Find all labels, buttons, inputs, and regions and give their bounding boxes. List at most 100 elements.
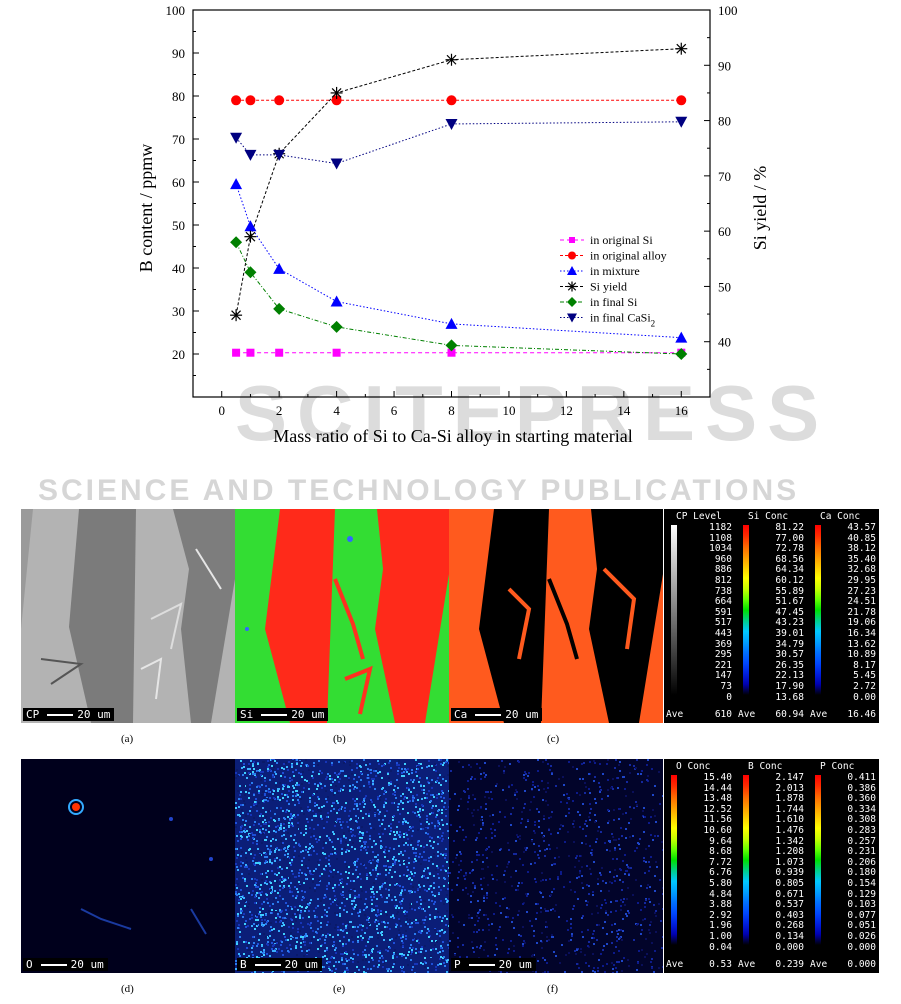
scale-value: 0.283 (847, 825, 876, 836)
scale-value: 14.44 (703, 782, 732, 794)
scale-column: CP Level 1182 1108 1034 960 886 812 738 664 591 51… (664, 509, 736, 723)
scale-bar-icon (261, 714, 288, 716)
y2-tick-label: 100 (718, 3, 738, 18)
scale-average: Ave 0.239 (738, 959, 804, 970)
map-panel-o: O 20 um (21, 759, 235, 973)
scale-column: Ca Conc 43.57 40.85 38.12 35.40 32.68 29.95 27.… (808, 509, 880, 723)
scale-bar-icon (475, 714, 502, 716)
series-markers (230, 42, 688, 360)
y2-tick-label: 60 (718, 224, 731, 239)
y-tick-label: 30 (172, 304, 185, 319)
y2-tick-label: 70 (718, 169, 731, 184)
scale-value: 0.257 (847, 835, 876, 847)
data-point (330, 295, 343, 307)
scale-value: 1.744 (775, 803, 804, 815)
scale-value: 0.000 (775, 941, 804, 953)
scale-value: 2.147 (775, 772, 804, 783)
data-point (230, 178, 243, 190)
data-point (675, 348, 688, 360)
data-point (569, 237, 575, 243)
map-panel-p: P 20 um (449, 759, 663, 973)
legend-entry: in original alloy (590, 249, 667, 263)
scale-value: 0.308 (847, 814, 876, 826)
scale-value: 51.67 (775, 596, 804, 608)
scale-value: 29.95 (847, 575, 876, 586)
caption-a: (a) (121, 733, 134, 745)
scale-value: 8.68 (709, 846, 732, 858)
scale-value: 0.00 (853, 691, 876, 703)
scale-value: 0.134 (775, 931, 804, 942)
scale-value: 13.68 (775, 691, 804, 703)
scale-value: 0.268 (775, 920, 804, 932)
scale-average: Ave 610 (666, 709, 732, 720)
scale-value: 0.360 (847, 793, 876, 805)
scale-value: 1182 (709, 522, 732, 533)
data-point (330, 320, 343, 333)
data-point (273, 149, 286, 161)
y2-tick-label: 40 (718, 335, 731, 350)
data-point (445, 53, 458, 66)
y-tick-label: 40 (172, 261, 185, 276)
scale-value: 0.939 (775, 867, 804, 879)
x-tick-label: 10 (502, 403, 515, 418)
scale-value: 1.073 (775, 856, 804, 868)
data-point (331, 95, 342, 106)
y-tick-label: 20 (172, 347, 185, 362)
data-point (567, 281, 577, 292)
x-tick-label: 14 (617, 403, 631, 418)
scale-title: Si Conc (748, 511, 789, 522)
watermark-main: SCITEPRESS (235, 369, 830, 457)
y-axis-label: B content / ppmw (136, 144, 156, 273)
data-point (445, 118, 458, 130)
y2-tick-label: 80 (718, 114, 731, 129)
y-tick-label: 70 (172, 132, 185, 147)
scale-value: 72.78 (775, 543, 804, 555)
data-point (244, 149, 257, 161)
scale-value: 81.22 (775, 522, 804, 533)
scale-average: Ave 0.000 (810, 959, 876, 970)
scale-value: 64.34 (775, 564, 804, 576)
data-point (231, 95, 242, 106)
scale-value: 32.68 (847, 564, 876, 576)
scale-value: 1.610 (775, 814, 804, 826)
scale-value: 517 (714, 617, 732, 629)
scale-gradient-bar (743, 525, 749, 695)
data-point (246, 348, 255, 357)
map-label-p: P 20 um (451, 958, 536, 971)
legend-entry: in mixture (590, 264, 640, 278)
scale-value: 591 (714, 606, 732, 618)
boron-content-chart: 0 2 4 6 8 10 12 14 16 20 30 40 50 60 70 80 90 100 40 50 60 70… (136, 3, 770, 446)
scale-value: 960 (714, 553, 732, 565)
scale-value: 1.96 (709, 920, 732, 932)
x-tick-label: 2 (276, 403, 283, 418)
scale-value: 9.64 (709, 835, 732, 847)
scale-title: B Conc (748, 761, 783, 772)
scale-value: 0.103 (847, 899, 876, 911)
map-label-si: Si 20 um (237, 708, 329, 721)
x-tick-label: 4 (333, 403, 340, 418)
map-label-cp: CP 20 um (23, 708, 115, 721)
color-scale-top: CP Level 1182 1108 1034 960 886 812 738 664 591 51… (664, 509, 879, 723)
scale-value: 10.60 (703, 825, 732, 836)
scale-value: 2.013 (775, 782, 804, 794)
scale-value: 13.62 (847, 638, 876, 650)
x-tick-label: 16 (675, 403, 689, 418)
scale-value: 0.026 (847, 931, 876, 942)
scale-value: 5.45 (853, 670, 876, 682)
data-point (273, 302, 286, 315)
data-point (273, 262, 286, 274)
scale-value: 0.000 (847, 941, 876, 953)
scale-value: 5.80 (709, 878, 732, 889)
scale-value: 73 (720, 681, 732, 692)
scale-value: 812 (714, 575, 732, 586)
scale-bar-icon (40, 964, 67, 966)
x-tick-label: 0 (218, 403, 225, 418)
scale-value: 0.04 (709, 941, 732, 953)
scale-value: 886 (714, 564, 732, 576)
data-point (244, 230, 257, 243)
axis-ticks: 0 2 4 6 8 10 12 14 16 20 30 40 50 60 70 80 90 100 40 50 60 70… (166, 3, 738, 418)
scale-value: 664 (714, 596, 732, 608)
scale-value: 22.13 (775, 670, 804, 682)
caption-f: (f) (547, 983, 558, 995)
